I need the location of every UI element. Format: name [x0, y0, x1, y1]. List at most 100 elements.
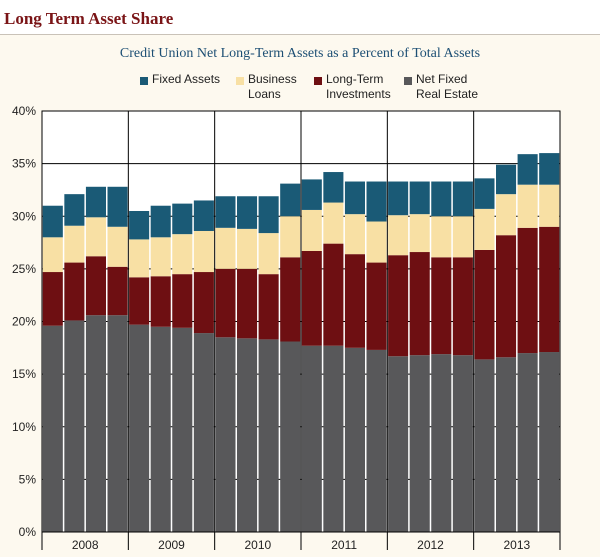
bar-segment-long-term-investments	[452, 257, 473, 356]
bar-segment-net-fixed-real-estate	[496, 357, 517, 532]
bar-segment-fixed-assets	[107, 186, 128, 227]
bar-segment-net-fixed-real-estate	[129, 324, 150, 532]
bar-segment-net-fixed-real-estate	[215, 337, 236, 532]
bar-segment-fixed-assets	[474, 178, 495, 209]
bar-segment-long-term-investments	[496, 235, 517, 358]
bar-segment-long-term-investments	[150, 276, 171, 327]
bar-segment-long-term-investments	[129, 277, 150, 325]
legend-swatch-long-term-investments	[314, 77, 322, 85]
bar-segment-fixed-assets	[452, 181, 473, 217]
legend-swatch-business-loans	[236, 77, 244, 85]
y-tick-label: 10%	[12, 420, 36, 434]
bar-segment-fixed-assets	[301, 179, 322, 210]
bar-segment-business-loans	[237, 228, 258, 269]
legend-label-line: Loans	[248, 87, 281, 101]
bar-segment-net-fixed-real-estate	[474, 359, 495, 532]
bar-segment-business-loans	[193, 230, 214, 273]
bar-segment-net-fixed-real-estate	[344, 347, 365, 532]
bar-segment-net-fixed-real-estate	[539, 352, 560, 532]
legend-label-line: Business	[248, 72, 297, 86]
bar-segment-net-fixed-real-estate	[452, 355, 473, 532]
bar-segment-net-fixed-real-estate	[366, 349, 387, 532]
bar-segment-long-term-investments	[64, 262, 85, 321]
bar-segment-net-fixed-real-estate	[64, 320, 85, 532]
x-tick-label: 2011	[331, 538, 357, 552]
bar-segment-long-term-investments	[409, 252, 430, 356]
y-tick-label: 20%	[12, 315, 36, 329]
bar-segment-net-fixed-real-estate	[193, 333, 214, 532]
bar-segment-net-fixed-real-estate	[280, 341, 301, 532]
bar-segment-business-loans	[258, 233, 279, 275]
bar-segment-net-fixed-real-estate	[237, 338, 258, 532]
bar-segment-long-term-investments	[366, 262, 387, 350]
legend-label-line: Long-Term	[326, 72, 384, 86]
legend-label-business-loans: Business Loans	[248, 72, 297, 102]
bar-segment-business-loans	[366, 221, 387, 263]
bar-segment-fixed-assets	[344, 181, 365, 215]
x-tick-label: 2008	[72, 538, 99, 552]
bar-segment-business-loans	[517, 184, 538, 228]
bar-segment-fixed-assets	[85, 186, 106, 218]
bar-segment-fixed-assets	[64, 194, 85, 226]
bar-segment-long-term-investments	[193, 272, 214, 334]
bar-segment-business-loans	[409, 214, 430, 253]
y-tick-label: 5%	[19, 472, 37, 486]
x-tick-label: 2010	[244, 538, 271, 552]
bar-segment-net-fixed-real-estate	[258, 339, 279, 532]
bar-segment-net-fixed-real-estate	[42, 325, 63, 532]
bar-segment-business-loans	[539, 184, 560, 227]
bar-segment-net-fixed-real-estate	[517, 353, 538, 532]
legend-label-line: Real Estate	[416, 87, 479, 101]
bar-segment-fixed-assets	[280, 183, 301, 217]
y-tick-label: 40%	[12, 104, 36, 118]
bar-segment-net-fixed-real-estate	[107, 315, 128, 532]
bar-segment-fixed-assets	[517, 154, 538, 185]
bar-segment-business-loans	[344, 214, 365, 255]
bar-segment-long-term-investments	[42, 272, 63, 326]
bar-segment-long-term-investments	[107, 266, 128, 316]
bar-segment-business-loans	[323, 202, 344, 244]
bar-segment-business-loans	[452, 216, 473, 258]
bar-segment-business-loans	[172, 234, 193, 275]
bar-segment-long-term-investments	[85, 256, 106, 316]
x-tick-label: 2013	[503, 538, 530, 552]
bar-segment-fixed-assets	[258, 196, 279, 234]
x-tick-label: 2009	[158, 538, 185, 552]
bar-segment-net-fixed-real-estate	[388, 356, 409, 532]
bar-segment-business-loans	[42, 237, 63, 273]
bar-segment-net-fixed-real-estate	[301, 345, 322, 532]
legend-label-net-fixed-real-estate: Net Fixed Real Estate	[416, 72, 478, 102]
bar-segment-net-fixed-real-estate	[85, 315, 106, 532]
bar-segment-business-loans	[107, 226, 128, 267]
bar-segment-fixed-assets	[150, 205, 171, 238]
bar-segment-long-term-investments	[323, 243, 344, 346]
bar-segment-fixed-assets	[193, 200, 214, 231]
bar-segment-long-term-investments	[280, 257, 301, 342]
x-tick-label: 2012	[417, 538, 444, 552]
bar-segment-fixed-assets	[42, 205, 63, 238]
bar-segment-fixed-assets	[215, 196, 236, 228]
bar-segment-business-loans	[85, 217, 106, 257]
bar-segment-fixed-assets	[539, 153, 560, 185]
bar-segment-long-term-investments	[431, 257, 452, 355]
legend-label-fixed-assets: Fixed Assets	[152, 72, 220, 87]
bar-segment-fixed-assets	[409, 181, 430, 215]
bar-segment-business-loans	[150, 237, 171, 277]
title-divider	[0, 34, 600, 35]
bar-segment-fixed-assets	[129, 210, 150, 240]
bar-segment-business-loans	[431, 216, 452, 258]
y-tick-label: 25%	[12, 262, 36, 276]
bar-segment-long-term-investments	[388, 255, 409, 357]
bar-segment-net-fixed-real-estate	[150, 326, 171, 532]
bar-segment-fixed-assets	[323, 172, 344, 203]
bar-segment-net-fixed-real-estate	[431, 354, 452, 532]
y-tick-label: 15%	[12, 367, 36, 381]
legend-swatch-net-fixed-real-estate	[404, 77, 412, 85]
legend-label-long-term-investments: Long-Term Investments	[326, 72, 391, 102]
bar-segment-business-loans	[474, 208, 495, 250]
bar-segment-business-loans	[215, 227, 236, 269]
bar-segment-long-term-investments	[344, 254, 365, 348]
bar-segment-long-term-investments	[517, 227, 538, 354]
bar-segment-long-term-investments	[215, 268, 236, 338]
